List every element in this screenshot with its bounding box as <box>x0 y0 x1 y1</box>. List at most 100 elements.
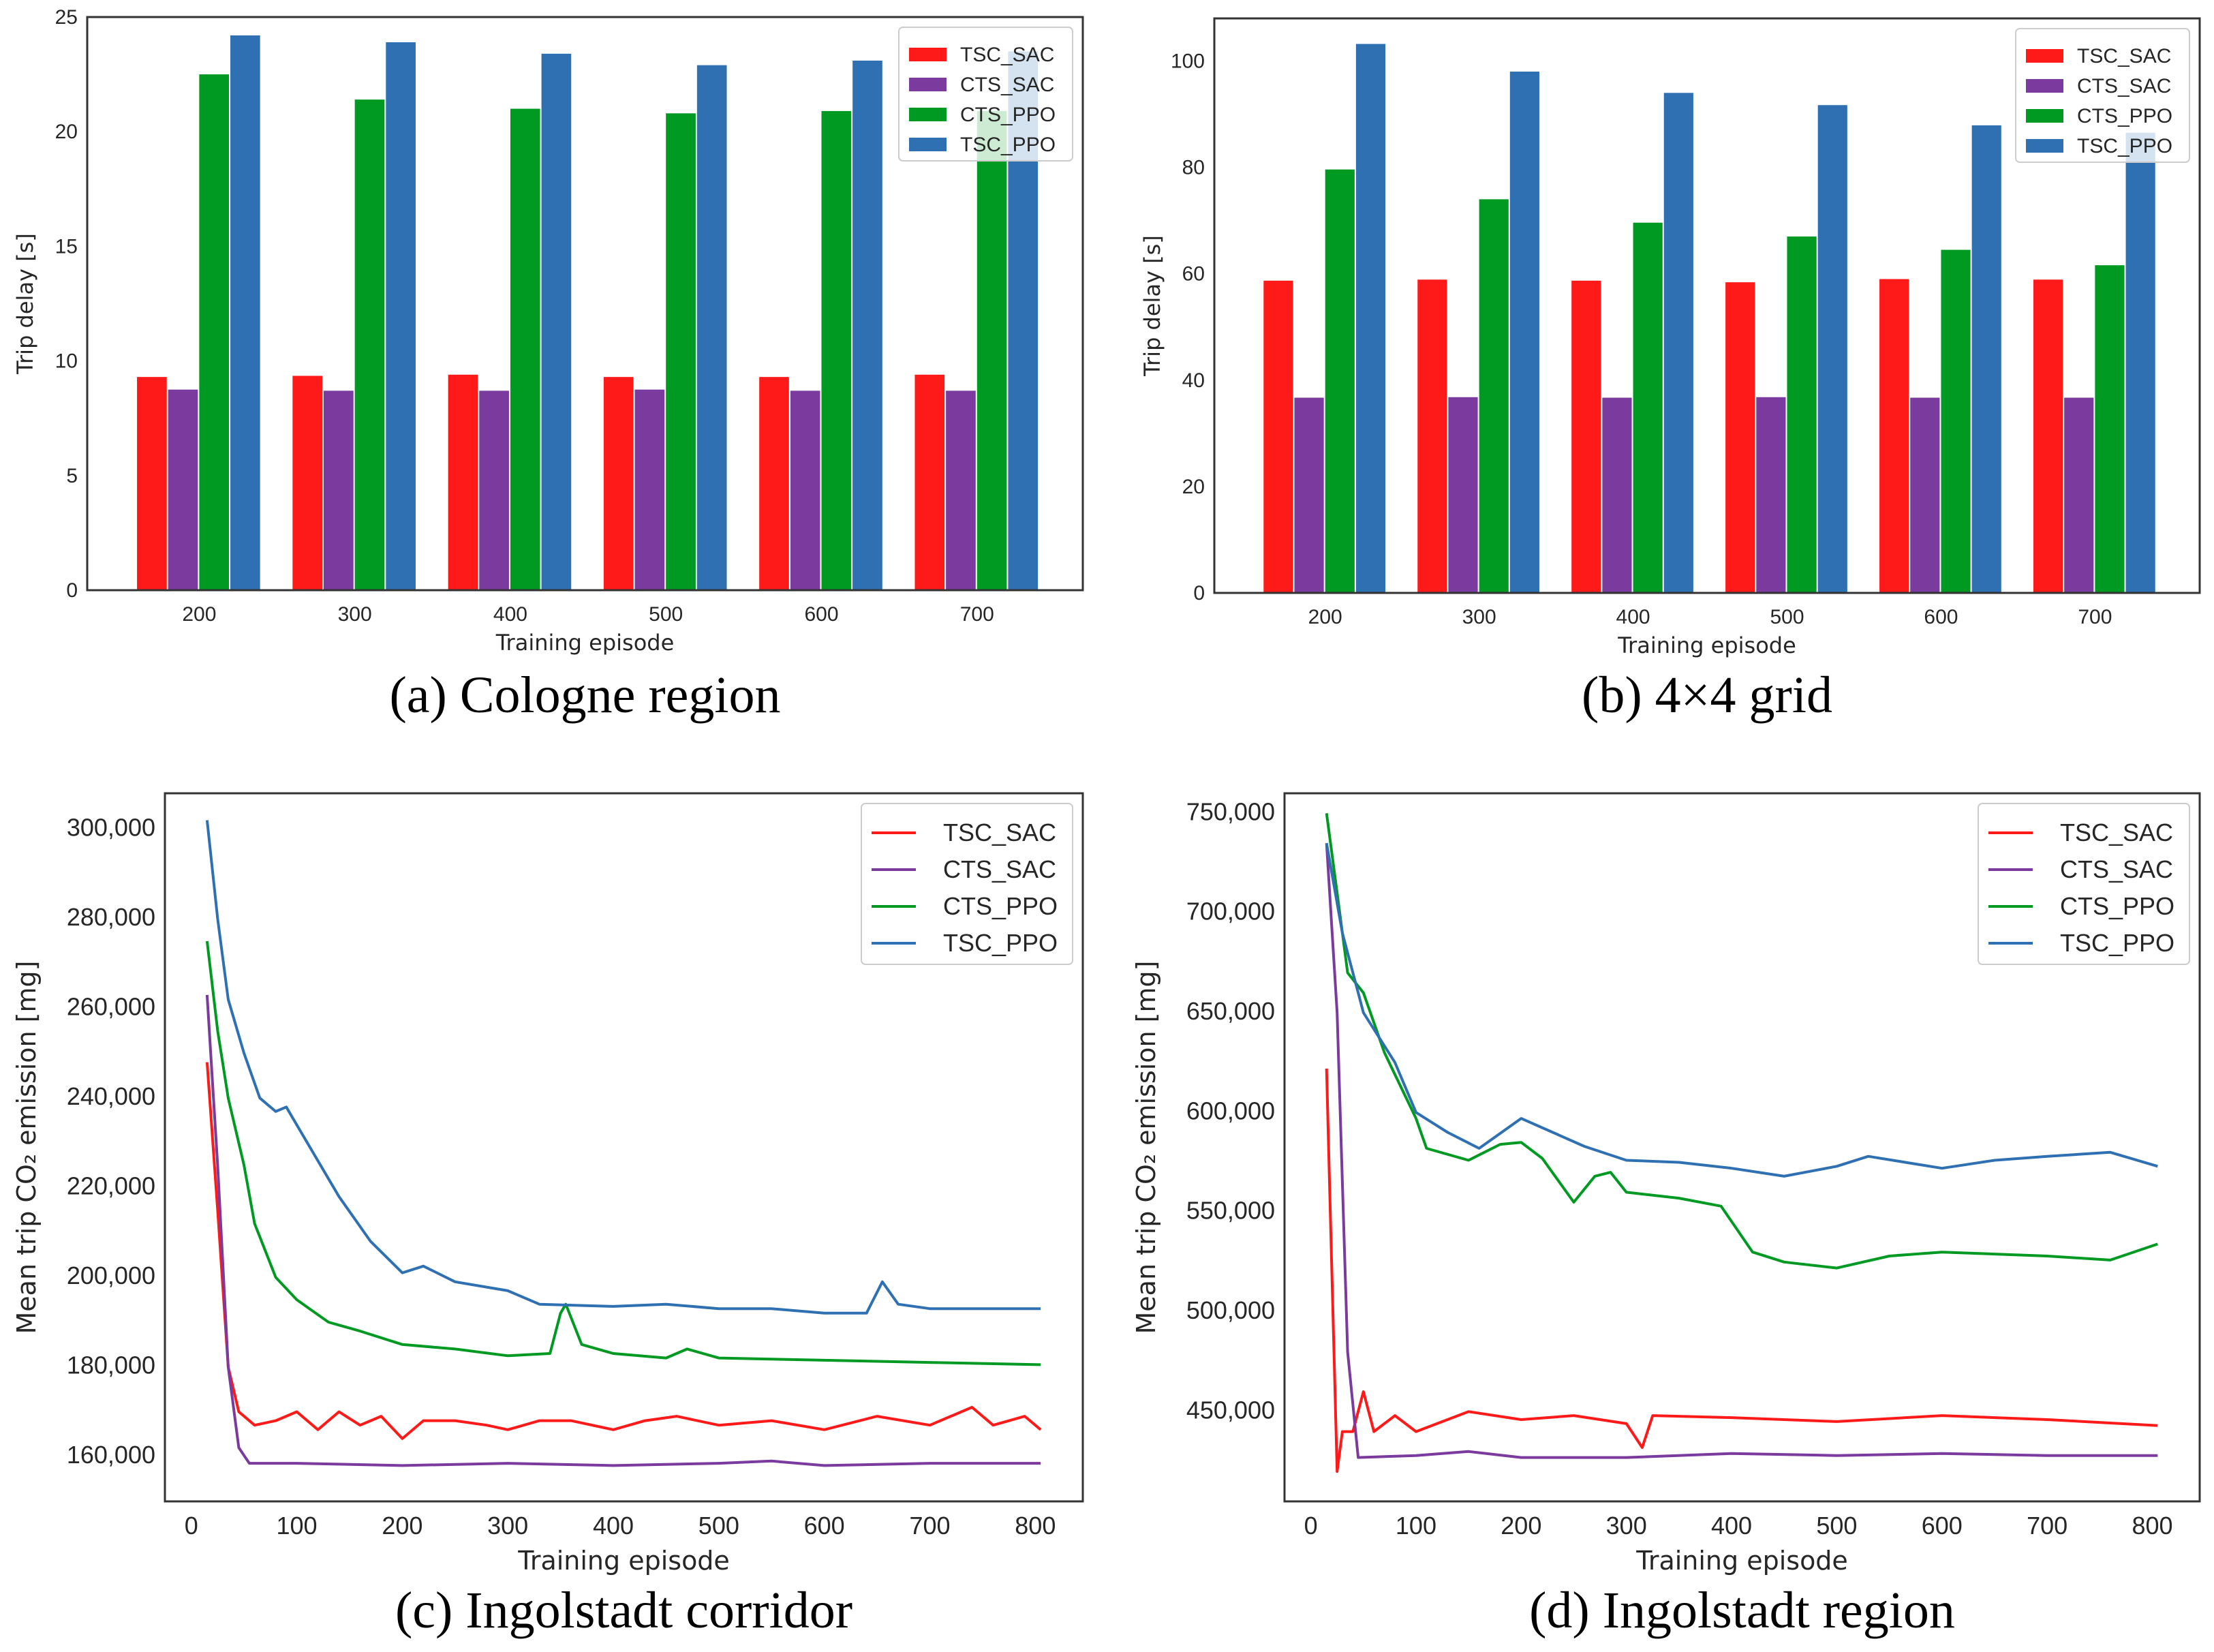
y-tick-label: 15 <box>55 235 78 258</box>
x-tick-label: 500 <box>1816 1512 1857 1540</box>
x-tick-label: 400 <box>1616 606 1650 628</box>
line-TSC_PPO <box>1325 842 2158 1178</box>
x-tick-label: 200 <box>1308 606 1342 628</box>
y-tick-label: 160,000 <box>67 1441 155 1469</box>
x-tick-label: 300 <box>1462 606 1496 628</box>
x-tick-label: 600 <box>1922 1512 1963 1540</box>
legend-swatch-CTS_PPO <box>909 108 947 121</box>
legend-swatch-CTS_PPO <box>2026 109 2063 123</box>
y-tick-label: 450,000 <box>1186 1396 1275 1424</box>
legend: TSC_SAC CTS_SAC CTS_PPO TSC_PPO <box>1978 803 2190 965</box>
y-tick-label: 40 <box>1182 369 1205 392</box>
legend-swatch-TSC_PPO <box>909 138 947 151</box>
legend-label: TSC_PPO <box>2060 929 2174 957</box>
bar-TSC_SAC-600 <box>1879 279 1909 593</box>
x-tick-label: 500 <box>1770 606 1804 628</box>
bar-CTS_SAC-600 <box>1910 397 1940 593</box>
bar-CTS_PPO-400 <box>510 108 540 590</box>
y-tick-label: 0 <box>1193 582 1205 605</box>
x-tick-label: 300 <box>338 603 372 626</box>
bar-TSC_PPO-200 <box>1355 44 1386 593</box>
bar-TSC_SAC-200 <box>1263 280 1293 593</box>
chart-caption: (b) 4×4 grid <box>1582 667 1832 724</box>
bar-TSC_PPO-300 <box>386 42 416 590</box>
plot-frame <box>86 16 1084 592</box>
line-CTS_PPO <box>1325 813 2158 1270</box>
y-tick-label: 20 <box>55 121 78 143</box>
bar-TSC_PPO-700 <box>2125 132 2155 593</box>
bar-TSC_PPO-200 <box>230 35 260 591</box>
x-tick-label: 100 <box>1396 1512 1436 1540</box>
legend-label: CTS_SAC <box>960 74 1054 96</box>
y-tick-label: 280,000 <box>67 903 155 931</box>
legend: TSC_SAC CTS_SAC CTS_PPO TSC_PPO <box>2015 28 2190 163</box>
y-tick-label: 650,000 <box>1186 997 1275 1025</box>
x-tick-label: 500 <box>649 603 683 626</box>
bar-TSC_PPO-400 <box>541 53 572 591</box>
legend-label: TSC_SAC <box>943 819 1056 846</box>
y-tick-label: 500,000 <box>1186 1296 1275 1324</box>
y-tick-label: 200,000 <box>67 1261 155 1289</box>
x-tick-label: 400 <box>1711 1512 1752 1540</box>
y-axis-label: Mean trip CO₂ emission [mg] <box>1131 961 1161 1334</box>
legend-label: TSC_PPO <box>2077 135 2172 157</box>
chart-1: 0 20 40 60 80 100 200 300 400 500 600 700 Training e… <box>1139 17 2201 724</box>
y-tick-label: 80 <box>1182 157 1205 179</box>
x-tick-label: 800 <box>2132 1512 2172 1540</box>
y-axis-label: Trip delay [s] <box>1139 235 1165 377</box>
line-CTS_SAC <box>1325 843 2158 1459</box>
y-tick-label: 25 <box>55 6 78 29</box>
bar-CTS_SAC-300 <box>1448 397 1478 593</box>
y-tick-label: 60 <box>1182 263 1205 286</box>
legend-box <box>1978 803 2190 965</box>
line-TSC_SAC <box>205 1062 1042 1440</box>
legend-swatch-CTS_SAC <box>2026 79 2063 93</box>
bar-CTS_PPO-700 <box>977 110 1007 590</box>
bar-CTS_SAC-400 <box>479 391 509 590</box>
chart-caption: (a) Cologne region <box>389 667 780 724</box>
bar-TSC_SAC-300 <box>1417 279 1447 593</box>
x-tick-label: 0 <box>1304 1512 1318 1540</box>
x-axis-label: Training episode <box>495 630 675 656</box>
legend-swatch-TSC_PPO <box>2026 139 2063 153</box>
x-tick-label: 800 <box>1015 1512 1056 1540</box>
y-tick-label: 550,000 <box>1186 1197 1275 1225</box>
y-tick-label: 100 <box>1171 50 1205 72</box>
x-tick-label: 100 <box>276 1512 317 1540</box>
y-tick-label: 240,000 <box>67 1082 155 1110</box>
x-tick-label: 700 <box>909 1512 950 1540</box>
legend-box <box>861 803 1073 965</box>
x-tick-label: 700 <box>2027 1512 2067 1540</box>
bar-CTS_SAC-500 <box>634 389 665 590</box>
y-tick-label: 300,000 <box>67 814 155 842</box>
chart-3: 450,000 500,000 550,000 600,000 650,000 700,0… <box>1131 792 2201 1639</box>
chart-caption: (c) Ingolstadt corridor <box>395 1582 852 1639</box>
plot-frame <box>1213 17 2201 594</box>
bar-CTS_PPO-200 <box>1325 169 1355 593</box>
legend-swatch-TSC_SAC <box>909 48 947 61</box>
y-tick-label: 260,000 <box>67 993 155 1021</box>
x-axis-label: Training episode <box>517 1546 730 1576</box>
y-tick-label: 750,000 <box>1186 797 1275 825</box>
bar-CTS_SAC-700 <box>2064 397 2094 593</box>
legend-label: CTS_SAC <box>2060 855 2173 883</box>
legend: TSC_SAC CTS_SAC CTS_PPO TSC_PPO <box>861 803 1073 965</box>
bar-CTS_SAC-400 <box>1602 397 1632 593</box>
x-tick-label: 400 <box>493 603 527 626</box>
chart-caption: (d) Ingolstadt region <box>1529 1582 1955 1639</box>
bar-TSC_SAC-700 <box>2033 279 2063 593</box>
chart-0: 0 5 10 15 20 25 200 300 400 500 600 700 Training epi… <box>12 6 1084 724</box>
bar-CTS_PPO-600 <box>1941 249 1971 593</box>
x-tick-label: 700 <box>2078 606 2112 628</box>
bar-TSC_PPO-600 <box>1971 125 2001 593</box>
bar-TSC_SAC-300 <box>292 376 322 590</box>
line-TSC_PPO <box>205 820 1041 1315</box>
y-tick-label: 20 <box>1182 476 1205 498</box>
bar-TSC_SAC-700 <box>914 374 945 590</box>
legend: TSC_SAC CTS_SAC CTS_PPO TSC_PPO <box>898 27 1073 162</box>
bar-TSC_PPO-400 <box>1663 93 1693 593</box>
chart-2: 160,000 180,000 200,000 220,000 240,000 260,0… <box>12 792 1084 1639</box>
bar-CTS_PPO-500 <box>666 113 696 591</box>
bar-CTS_PPO-600 <box>821 110 852 590</box>
